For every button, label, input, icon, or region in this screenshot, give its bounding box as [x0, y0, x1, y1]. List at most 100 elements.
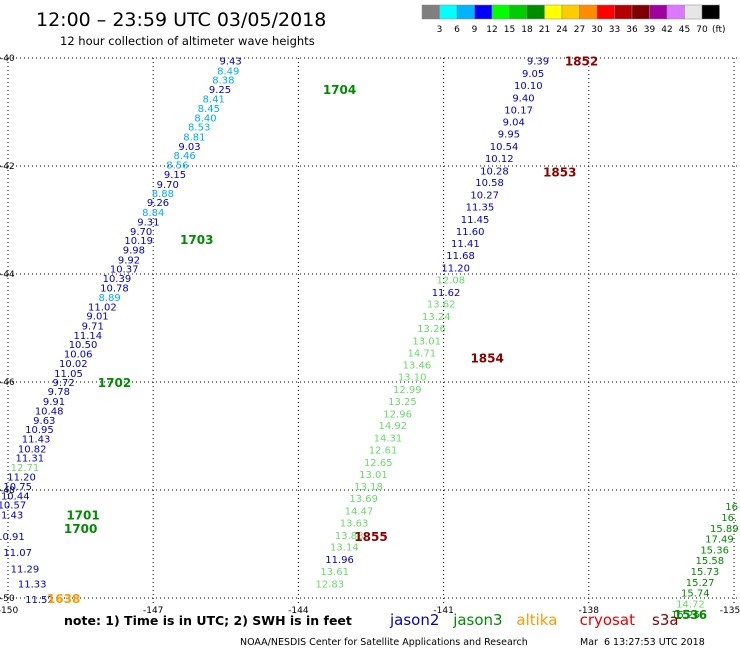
data-point-s3a: 12.08: [437, 275, 466, 286]
colorbar-tick-label: 70: [696, 25, 708, 35]
data-point-jason2: 10.06: [64, 349, 93, 360]
data-point-s3a: 10.27: [470, 191, 499, 202]
data-point-jason2: 11.52: [25, 595, 54, 606]
time-label: 1536: [674, 608, 707, 622]
data-point-s3a: 13.26: [417, 324, 446, 335]
colorbar-swatch: [456, 4, 475, 20]
data-point-s3a: 9.39: [527, 57, 549, 68]
x-tick-label: -138: [579, 606, 600, 616]
colorbar-tick-label: 30: [591, 25, 603, 35]
data-point-jason2: 10.75: [3, 482, 32, 493]
data-point-s3a: 13.24: [422, 312, 451, 323]
colorbar-unit: (ft): [712, 25, 726, 35]
time-label: 1855: [354, 530, 387, 544]
chart-title: 12:00 – 23:59 UTC 03/05/2018: [36, 9, 326, 31]
colorbar-swatch: [596, 4, 615, 20]
data-point-s3a: 10.58: [475, 178, 504, 189]
data-point-jason2: 10.57: [0, 501, 26, 512]
colorbar-swatch: [579, 4, 598, 20]
data-point-jason3: 15.27: [686, 578, 715, 589]
time-label: 1701: [66, 508, 99, 522]
data-point-jason2: 9.70: [157, 180, 179, 191]
x-tick-label: -150: [0, 606, 18, 616]
colorbar-swatch: [701, 4, 720, 20]
data-point-jason2: 9.72: [53, 378, 75, 389]
colorbar-swatch: [421, 4, 440, 20]
data-point-jason2: 8.38: [212, 76, 234, 87]
data-point-s3a: 12.83: [316, 579, 345, 590]
y-tick-label: -48: [0, 486, 15, 496]
data-point-jason2: 10.19: [124, 236, 153, 247]
data-point-s3a: 9.40: [512, 93, 534, 104]
data-point-jason2: 11.05: [54, 369, 83, 380]
time-label: 1852: [565, 55, 598, 69]
colorbar-tick-label: 9: [472, 25, 478, 35]
colorbar-tick-label: 39: [644, 25, 656, 35]
data-point-s3a: 13.25: [388, 397, 417, 408]
data-point-s3a: 12.61: [369, 446, 398, 457]
footer-timestamp: Mar 6 13:27:53 UTC 2018: [580, 637, 705, 648]
data-point-s3a: 11.45: [461, 215, 490, 226]
time-label: 1703: [180, 233, 213, 247]
data-point-jason3: 15.36: [700, 545, 729, 556]
colorbar-tick-label: 36: [626, 25, 638, 35]
data-point-s3a: 14.71: [407, 348, 436, 359]
colorbar-tick-label: 3: [437, 25, 443, 35]
data-point-jason2: 12.71: [11, 463, 40, 474]
y-tick-label: -46: [0, 378, 15, 388]
data-point-jason2: 11.07: [3, 548, 32, 559]
data-point-jason2: 9.63: [33, 416, 55, 427]
time-label: 1700: [64, 522, 97, 536]
data-point-jason2: 11.14: [74, 331, 103, 342]
legend-jason3: jason3: [452, 611, 502, 629]
data-point-jason3: 15.26: [671, 610, 700, 621]
data-point-jason2: 9.70: [130, 227, 152, 238]
data-point-jason3: 17.49: [705, 535, 734, 546]
data-point-s3a: 13.63: [340, 518, 369, 529]
data-point-jason2: 8.84: [142, 208, 164, 219]
legend-cryosat: cryosat: [580, 611, 635, 629]
colorbar-tick-label: 18: [521, 25, 533, 35]
data-point-jason2: 9.43: [220, 57, 242, 68]
data-point-jason2: 9.26: [147, 198, 169, 209]
data-point-s3a: 12.99: [393, 385, 422, 396]
data-point-jason2: 10.82: [18, 444, 47, 455]
data-point-jason3: 16: [725, 502, 738, 513]
data-point-jason2: 9.31: [137, 218, 159, 229]
footer-credit: NOAA/NESDIS Center for Satellite Applica…: [240, 637, 528, 648]
x-tick-label: -141: [433, 606, 453, 616]
colorbar-tick-label: 45: [679, 25, 690, 35]
data-point-jason2: 9.01: [86, 312, 108, 323]
colorbar-swatch: [544, 4, 563, 20]
colorbar-swatch: [561, 4, 580, 20]
data-point-jason2: 11.43: [22, 435, 51, 446]
y-tick-label: -50: [0, 594, 15, 604]
data-point-jason3: 15.73: [691, 567, 720, 578]
colorbar-swatch: [491, 4, 510, 20]
data-point-s3a: 10.28: [480, 166, 509, 177]
data-point-jason2: 8.88: [152, 189, 174, 200]
data-point-jason2: 9.71: [82, 321, 104, 332]
data-point-jason3: 16.: [721, 513, 737, 524]
data-point-jason2: 9.03: [178, 142, 200, 153]
x-tick-labels: -150 -147 -144 -141 -138 -135: [0, 606, 740, 616]
data-point-jason2: 8.49: [217, 66, 239, 77]
y-tick-label: -40: [0, 54, 15, 64]
time-label: 1853: [543, 165, 576, 179]
colorbar-tick-label: 12: [486, 25, 497, 35]
data-point-s3a: 13.46: [403, 361, 432, 372]
colorbar-tick-label: 33: [609, 25, 620, 35]
colorbar-swatch: [526, 4, 545, 20]
data-point-jason2: 8.46: [174, 151, 196, 162]
data-point-jason3: 14.72: [676, 599, 705, 610]
data-point-s3a: 13.18: [354, 482, 383, 493]
colorbar-swatch: [631, 4, 650, 20]
data-point-jason2: 9.25: [209, 85, 231, 96]
data-point-jason2: 11.33: [18, 579, 47, 590]
x-tick-label: -147: [143, 606, 163, 616]
time-label: 1854: [470, 352, 503, 366]
data-point-s3a: 10.17: [504, 105, 533, 116]
colorbar-swatch: [684, 4, 703, 20]
colorbar-tick-label: 42: [661, 25, 672, 35]
data-point-jason2: 10.78: [100, 284, 129, 295]
